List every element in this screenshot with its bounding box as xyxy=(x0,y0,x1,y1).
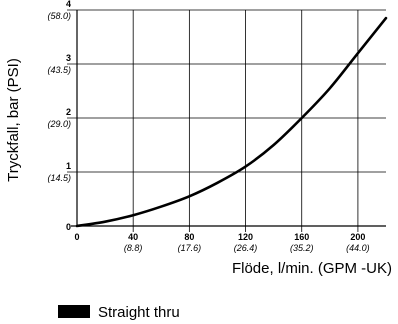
x-axis-title: Flöde, l/min. (GPM -UK) xyxy=(232,260,392,277)
x-tick-label: 0 xyxy=(74,232,79,242)
x-tick-label: 120 xyxy=(238,232,253,242)
series-layer xyxy=(75,16,388,228)
y-tick-sublabel: (29.0) xyxy=(47,119,71,129)
y-tick-sublabel: (43.5) xyxy=(47,65,71,75)
x-tick-sublabel: (17.6) xyxy=(178,243,202,253)
x-tick-sublabel: (35.2) xyxy=(290,243,314,253)
legend-label: Straight thru xyxy=(98,304,180,321)
y-tick-sublabel: (58.0) xyxy=(47,11,71,21)
x-tick-sublabel: (8.8) xyxy=(124,243,143,253)
x-tick-sublabel: (26.4) xyxy=(234,243,258,253)
legend-swatch xyxy=(58,305,90,318)
grid-lines xyxy=(67,9,386,232)
x-tick-label: 160 xyxy=(294,232,309,242)
y-tick-label: 1 xyxy=(66,161,71,171)
axes xyxy=(71,10,386,227)
x-tick-label: 40 xyxy=(128,232,138,242)
x-tick-sublabel: (44.0) xyxy=(346,243,370,253)
y-tick-label: 4 xyxy=(66,0,71,9)
series-line-straight-thru xyxy=(75,16,388,228)
y-tick-label: 0 xyxy=(66,222,71,232)
y-tick-labels: 0 1 (14.5) 2 (29.0) 3 (43.5) 4 (58.0) xyxy=(47,0,71,232)
x-tick-label: 80 xyxy=(184,232,194,242)
y-tick-label: 2 xyxy=(66,107,71,117)
y-tick-sublabel: (14.5) xyxy=(47,173,71,183)
y-tick-label: 3 xyxy=(66,53,71,63)
legend: Straight thru xyxy=(58,304,180,321)
x-tick-labels: 0 40(8.8) 80(17.6) 120(26.4) 160(35.2) 200(44… xyxy=(74,232,369,253)
x-tick-label: 200 xyxy=(350,232,365,242)
y-axis-title: Tryckfall, bar (PSI) xyxy=(5,58,22,182)
